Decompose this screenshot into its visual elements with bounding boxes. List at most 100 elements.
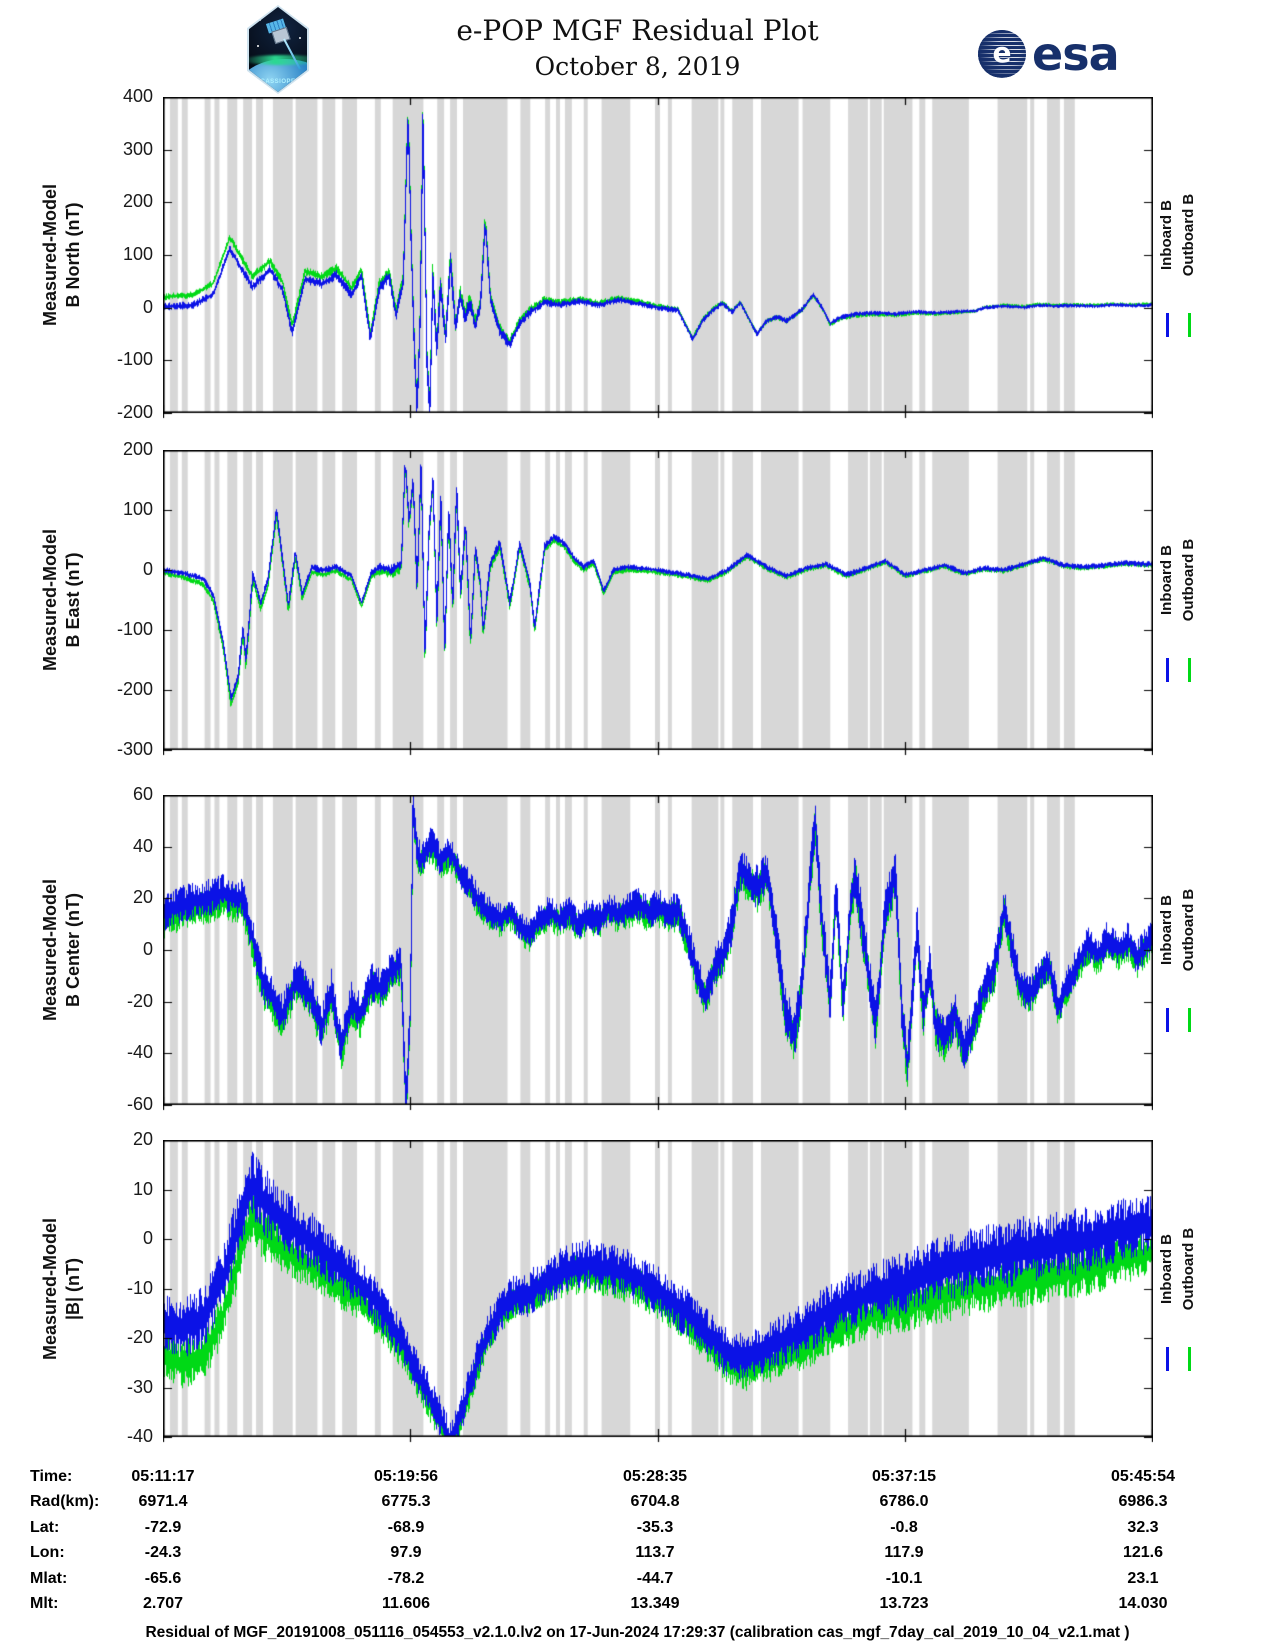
- legend-outboard-label: Outboard B: [1180, 538, 1197, 622]
- esa-globe-icon: e: [978, 30, 1026, 78]
- table-cell: 23.1: [1127, 1570, 1159, 1587]
- table-cell: -44.7: [636, 1570, 674, 1587]
- table-cell: 13.723: [879, 1595, 929, 1612]
- y-axis-label-b-magnitude: Measured-Model |B| (nT): [39, 1109, 85, 1469]
- y-tick-label: -10: [126, 1277, 153, 1298]
- legend-outboard-label: Outboard B: [1180, 888, 1197, 972]
- panel-b-east: [163, 450, 1153, 761]
- plot-canvas-b-center: [163, 795, 1153, 1111]
- y-tick-label: -40: [126, 1042, 153, 1063]
- table-cell: 6971.4: [138, 1493, 188, 1510]
- table-row-label: Rad(km):: [30, 1493, 100, 1510]
- y-axis-label-line2: B North (nT): [63, 202, 83, 308]
- esa-globe-letter: e: [992, 36, 1012, 69]
- table-row-label: Time:: [30, 1468, 73, 1485]
- table-cell: 05:11:17: [131, 1468, 195, 1485]
- star-icon: [257, 45, 259, 47]
- legend-inboard-swatch: [1166, 313, 1169, 337]
- y-tick-label: 0: [142, 1228, 153, 1248]
- table-cell: -24.3: [144, 1544, 182, 1561]
- table-cell: 14.030: [1118, 1595, 1168, 1612]
- legend-inboard-swatch: [1166, 1008, 1169, 1032]
- y-tick-label: 0: [142, 559, 153, 579]
- table-cell: 121.6: [1122, 1544, 1164, 1561]
- table-cell: -72.9: [144, 1519, 182, 1536]
- table-cell: 05:28:35: [622, 1468, 688, 1485]
- legend-b-north: Inboard B Outboard B: [1156, 135, 1200, 335]
- legend-outboard-swatch: [1188, 658, 1191, 682]
- y-tick-label: -100: [116, 619, 153, 639]
- panel-b-north: [163, 97, 1153, 424]
- panel-b-center: [163, 795, 1153, 1116]
- plot-canvas-b-north: [163, 97, 1153, 419]
- y-tick-label: 60: [132, 784, 153, 804]
- y-tick-label: 20: [132, 887, 153, 908]
- y-tick-label: 0: [142, 296, 153, 317]
- y-axis-label-line1: Measured-Model: [40, 528, 60, 672]
- legend-outboard-label: Outboard B: [1180, 1227, 1197, 1310]
- legend-inboard-swatch: [1166, 1346, 1169, 1371]
- y-tick-label: -20: [126, 990, 153, 1011]
- y-tick-label: 300: [122, 138, 153, 159]
- table-row-label: Lat:: [30, 1519, 60, 1536]
- table-cell: 05:19:56: [373, 1468, 439, 1485]
- plot-title: e-POP MGF Residual Plot: [456, 14, 819, 47]
- legend-outboard-swatch: [1188, 1346, 1191, 1371]
- table-row-label: Lon:: [30, 1544, 65, 1561]
- y-tick-label: -40: [126, 1426, 153, 1446]
- table-cell: 05:37:15: [871, 1468, 937, 1485]
- y-tick-label: -300: [116, 739, 153, 759]
- table-cell: 97.9: [390, 1544, 422, 1561]
- y-tick-label: -60: [126, 1094, 153, 1114]
- y-tick-label: 100: [122, 499, 153, 519]
- y-axis-label-b-center: Measured-Model B Center (nT): [39, 770, 85, 1130]
- y-tick-label: -200: [116, 402, 153, 422]
- plot-canvas-b-east: [163, 450, 1153, 756]
- table-cell: -78.2: [387, 1570, 425, 1587]
- y-axis-label-b-north: Measured-Model B North (nT): [39, 75, 85, 435]
- panel-b-magnitude: [163, 1140, 1153, 1448]
- table-cell: 32.3: [1127, 1519, 1159, 1536]
- y-tick-label: 200: [122, 439, 153, 459]
- table-cell: 6986.3: [1118, 1493, 1168, 1510]
- table-cell: 117.9: [884, 1544, 924, 1561]
- legend-b-magnitude: Inboard B Outboard B: [1156, 1169, 1200, 1369]
- y-axis-label-line2: |B| (nT): [63, 1257, 83, 1320]
- table-cell: -35.3: [636, 1519, 674, 1536]
- y-tick-label: -200: [116, 679, 153, 699]
- y-tick-label: -30: [126, 1376, 153, 1397]
- y-axis-label-b-east: Measured-Model B East (nT): [39, 420, 85, 780]
- legend-outboard-swatch: [1188, 1008, 1191, 1032]
- table-cell: 6704.8: [630, 1493, 680, 1510]
- table-cell: -68.9: [387, 1519, 425, 1536]
- y-axis-label-line2: B Center (nT): [63, 893, 83, 1007]
- y-tick-label: 400: [122, 86, 153, 106]
- y-axis-label-line1: Measured-Model: [40, 1217, 60, 1360]
- table-cell: 113.7: [635, 1544, 675, 1561]
- table-cell: -65.6: [144, 1570, 182, 1587]
- table-cell: -0.8: [890, 1519, 918, 1536]
- cassiope-patch-label: CASSIOPE: [260, 79, 296, 85]
- esa-wordmark: esa: [1032, 27, 1120, 81]
- legend-b-east: Inboard B Outboard B: [1156, 480, 1200, 680]
- table-cell: 11.606: [381, 1595, 431, 1612]
- plot-canvas-b-magnitude: [163, 1140, 1153, 1443]
- y-tick-label: 40: [132, 835, 153, 856]
- legend-inboard-label: Inboard B: [1158, 1233, 1175, 1304]
- legend-outboard-label: Outboard B: [1180, 193, 1197, 277]
- table-row-label: Mlat:: [30, 1570, 68, 1587]
- table-cell: -10.1: [885, 1570, 923, 1587]
- legend-b-center: Inboard B Outboard B: [1156, 830, 1200, 1030]
- legend-inboard-label: Inboard B: [1158, 895, 1175, 965]
- y-tick-label: 10: [132, 1178, 153, 1199]
- aurora-art: [249, 55, 307, 65]
- table-cell: 6786.0: [879, 1493, 929, 1510]
- esa-globe-core: [978, 30, 1026, 78]
- table-row-label: Mlt:: [30, 1595, 59, 1612]
- legend-outboard-swatch: [1188, 313, 1191, 337]
- y-tick-label: -100: [116, 349, 153, 370]
- star-icon: [299, 37, 301, 39]
- table-cell: 2.707: [142, 1595, 184, 1612]
- y-axis-label-line1: Measured-Model: [40, 878, 60, 1022]
